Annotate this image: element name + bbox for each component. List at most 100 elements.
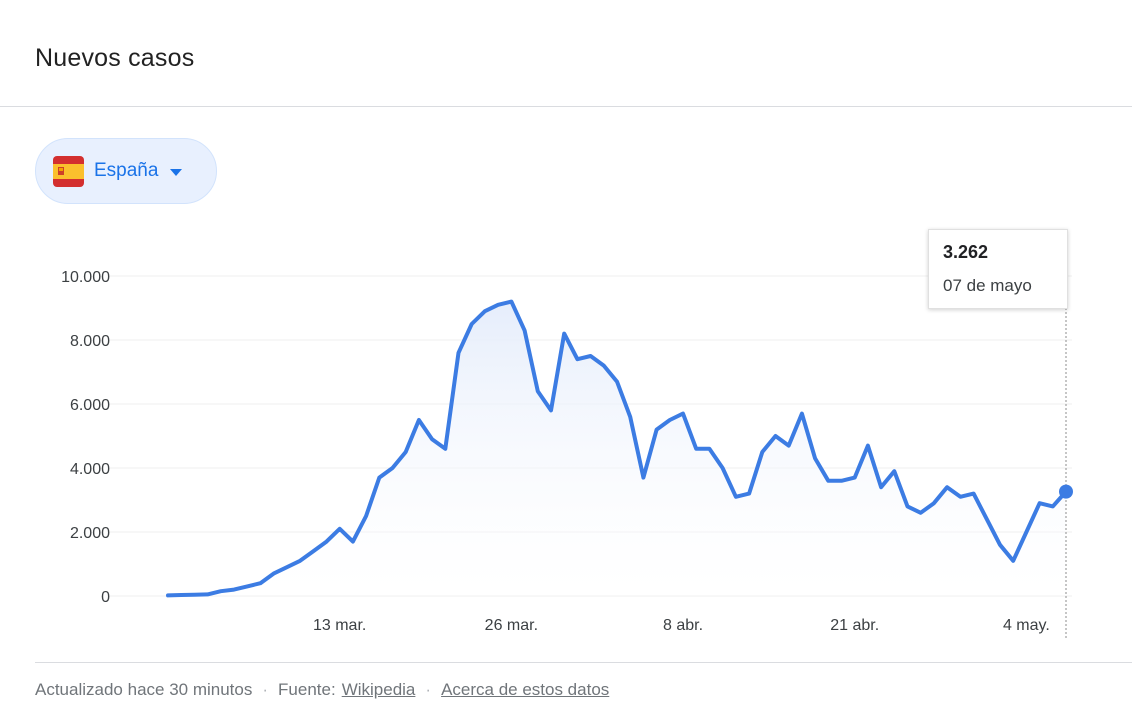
data-point bbox=[457, 351, 461, 355]
data-point bbox=[721, 466, 725, 470]
about-data-link[interactable]: Acerca de estos datos bbox=[441, 680, 610, 699]
y-tick-label: 10.000 bbox=[61, 269, 110, 286]
data-point bbox=[840, 479, 844, 483]
data-point bbox=[351, 540, 355, 544]
data-point bbox=[998, 543, 1002, 547]
data-point bbox=[1024, 530, 1028, 534]
x-tick-label: 21 abr. bbox=[830, 617, 879, 634]
cases-area-chart: 0 2.000 4.000 6.000 8.000 10.000 13 mar. 26 ma… bbox=[61, 269, 1073, 640]
data-point bbox=[655, 428, 659, 432]
updated-text: Actualizado hace 30 minutos bbox=[35, 680, 253, 699]
header-divider bbox=[0, 106, 1132, 107]
data-point bbox=[245, 584, 249, 588]
data-point bbox=[641, 476, 645, 480]
data-point bbox=[919, 511, 923, 515]
wikipedia-link[interactable]: Wikipedia bbox=[341, 680, 416, 699]
data-point bbox=[338, 527, 342, 531]
data-point bbox=[826, 479, 830, 483]
data-point bbox=[932, 501, 936, 505]
data-point bbox=[496, 303, 500, 307]
data-point bbox=[972, 492, 976, 496]
data-point bbox=[760, 450, 764, 454]
data-point bbox=[523, 328, 527, 332]
country-selector-button[interactable]: España bbox=[35, 138, 217, 204]
data-point bbox=[707, 447, 711, 451]
spain-flag-icon bbox=[53, 155, 84, 187]
data-point bbox=[1051, 504, 1055, 508]
data-point bbox=[575, 357, 579, 361]
tooltip-value: 3.262 bbox=[943, 242, 989, 262]
data-point bbox=[985, 517, 989, 521]
data-point bbox=[377, 476, 381, 480]
chevron-down-icon bbox=[170, 168, 183, 176]
data-point bbox=[166, 593, 170, 597]
data-point bbox=[364, 514, 368, 518]
x-tick-label: 13 mar. bbox=[313, 617, 366, 634]
data-point bbox=[958, 495, 962, 499]
data-point bbox=[787, 444, 791, 448]
data-point bbox=[536, 389, 540, 393]
y-tick-label: 4.000 bbox=[70, 461, 110, 478]
data-point bbox=[298, 559, 302, 563]
data-point bbox=[219, 589, 223, 593]
data-point bbox=[681, 412, 685, 416]
data-point bbox=[192, 593, 196, 597]
data-point bbox=[1038, 501, 1042, 505]
x-tick-label: 4 may. bbox=[1003, 617, 1050, 634]
data-point bbox=[509, 300, 513, 304]
data-point bbox=[483, 309, 487, 313]
footer-separator: · bbox=[262, 680, 269, 699]
data-point bbox=[615, 380, 619, 384]
highlight-point bbox=[1059, 484, 1073, 499]
data-point bbox=[589, 354, 593, 358]
country-selector-label: España bbox=[94, 160, 159, 181]
data-point bbox=[324, 540, 328, 544]
data-point bbox=[258, 581, 262, 585]
data-point bbox=[892, 469, 896, 473]
data-point bbox=[285, 565, 289, 569]
data-point bbox=[866, 444, 870, 448]
y-tick-label: 6.000 bbox=[70, 397, 110, 414]
data-point bbox=[813, 456, 817, 460]
value-tooltip: 3.262 07 de mayo bbox=[928, 229, 1068, 309]
footer-separator: · bbox=[425, 680, 432, 699]
data-point bbox=[734, 495, 738, 499]
data-point bbox=[853, 476, 857, 480]
data-point bbox=[272, 572, 276, 576]
data-point bbox=[391, 466, 395, 470]
data-point bbox=[602, 364, 606, 368]
x-tick-label: 8 abr. bbox=[663, 617, 703, 634]
source-label: Fuente: bbox=[278, 680, 336, 699]
data-point bbox=[668, 418, 672, 422]
data-point bbox=[404, 450, 408, 454]
data-point bbox=[694, 447, 698, 451]
data-point bbox=[628, 415, 632, 419]
data-point bbox=[417, 418, 421, 422]
data-point bbox=[311, 549, 315, 553]
data-point bbox=[879, 485, 883, 489]
data-point bbox=[470, 322, 474, 326]
series-area bbox=[168, 301, 1066, 596]
data-point bbox=[747, 492, 751, 496]
data-point bbox=[945, 485, 949, 489]
data-point bbox=[1011, 559, 1015, 563]
x-tick-label: 26 mar. bbox=[485, 617, 538, 634]
y-tick-label: 8.000 bbox=[70, 333, 110, 350]
footer: Actualizado hace 30 minutos · Fuente: Wi… bbox=[35, 680, 609, 700]
tooltip-date: 07 de mayo bbox=[943, 276, 1032, 295]
series-line bbox=[166, 299, 1068, 598]
y-tick-label: 0 bbox=[101, 589, 110, 606]
data-point bbox=[443, 447, 447, 451]
chart-title: Nuevos casos bbox=[35, 44, 195, 72]
data-point bbox=[562, 332, 566, 336]
data-point bbox=[179, 593, 183, 597]
data-point bbox=[773, 434, 777, 438]
data-point bbox=[232, 588, 236, 592]
data-point bbox=[206, 592, 210, 596]
y-tick-label: 2.000 bbox=[70, 525, 110, 542]
data-point bbox=[800, 412, 804, 416]
data-point bbox=[549, 408, 553, 412]
data-point bbox=[906, 504, 910, 508]
footer-divider bbox=[35, 662, 1132, 663]
data-point bbox=[430, 437, 434, 441]
